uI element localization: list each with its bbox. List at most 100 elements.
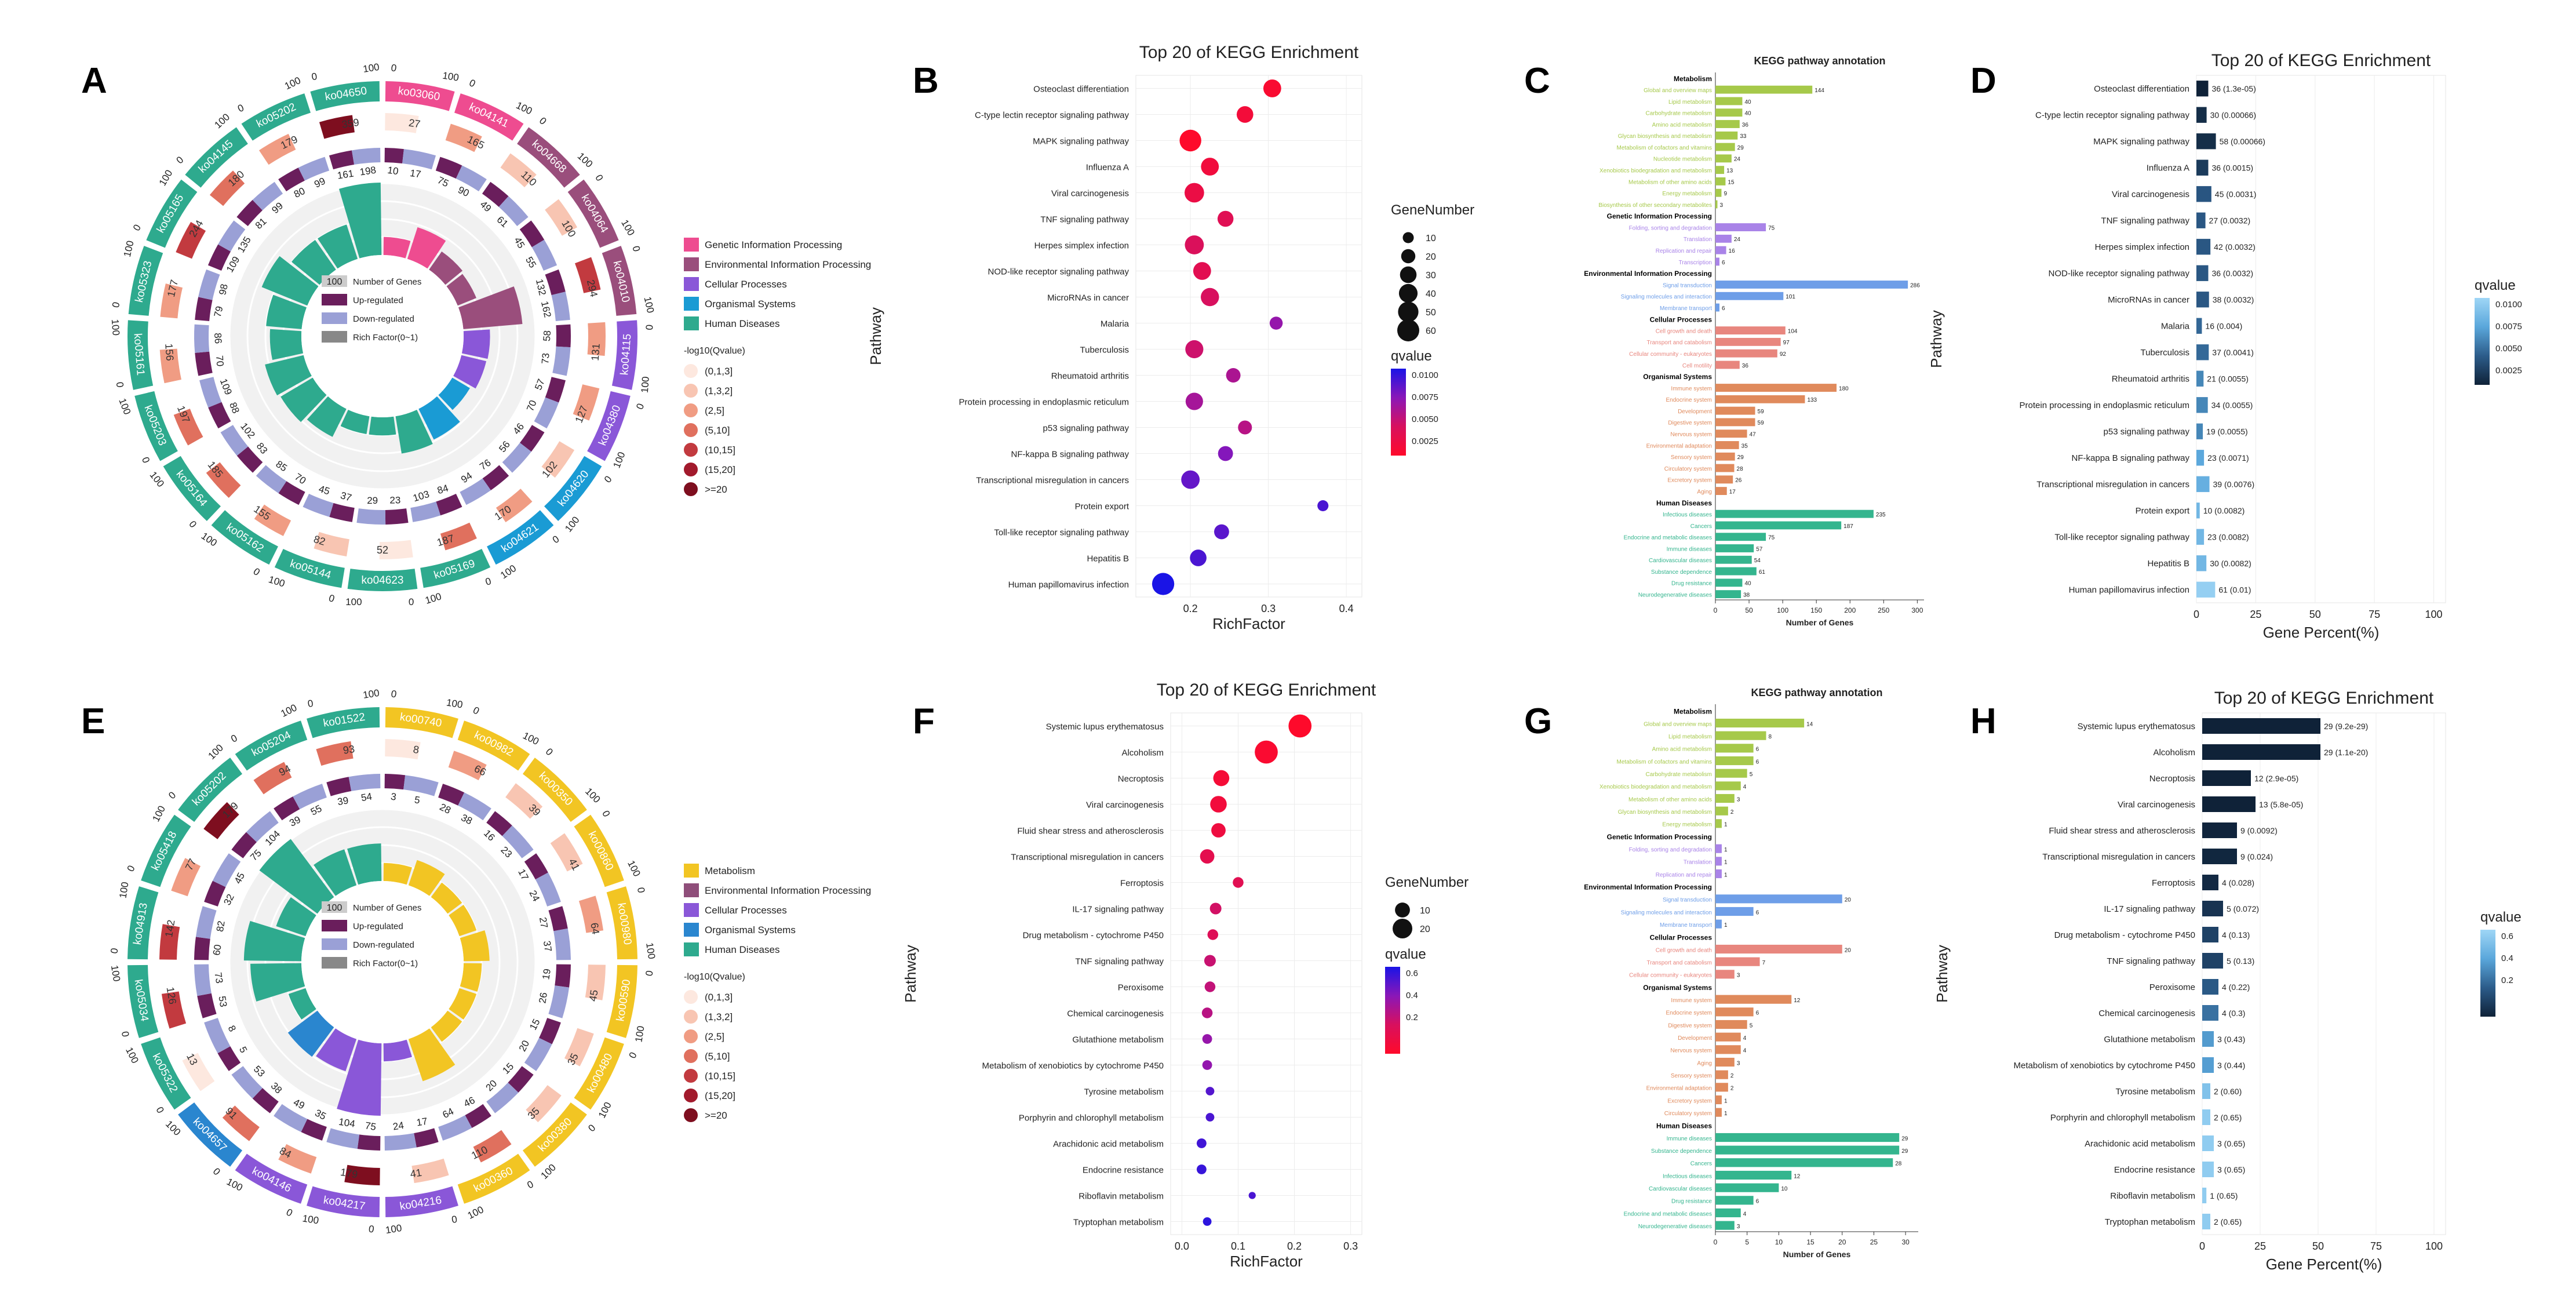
scale-label: 100 xyxy=(575,151,595,170)
gene-number-arc xyxy=(545,199,578,236)
group-heading: Cellular Processes xyxy=(1650,315,1713,323)
scale-label: 100 xyxy=(116,397,133,416)
down-count-label: 55 xyxy=(523,255,538,270)
category-label: Membrane transport xyxy=(1660,922,1712,929)
inner-legend: 100 Number of Genes Up-regulated Down-regul… xyxy=(322,275,421,343)
grid-circle xyxy=(228,808,537,1116)
percent-bar-chart: Top 20 of KEGG Enrichment 0 25 50 75 100 Osteo… xyxy=(1928,51,2522,641)
percent-bar-chart: Top 20 of KEGG Enrichment 0 25 50 75 100 Syste… xyxy=(1933,689,2522,1273)
category-label: Metabolism of other amino acids xyxy=(1628,796,1712,803)
category-band xyxy=(567,179,619,248)
rich-factor-bar xyxy=(369,416,396,436)
down-count-label: 109 xyxy=(218,377,234,396)
down-regulated-arc xyxy=(524,1038,552,1071)
y-tick-label: Rheumatoid arthritis xyxy=(1051,372,1129,381)
size-legend-dot xyxy=(1397,319,1419,341)
up-count-label: 70 xyxy=(214,355,225,367)
scale-label: 100 xyxy=(123,1046,141,1065)
bar xyxy=(1715,120,1740,128)
bar xyxy=(1715,1221,1735,1230)
bar-value-label: 15 xyxy=(1728,179,1735,185)
category-label: Replication and repair xyxy=(1656,248,1713,254)
class-swatch xyxy=(684,942,699,956)
rich-factor-bar xyxy=(418,396,460,440)
down-count-label: 86 xyxy=(212,333,224,344)
bar-value-label: 42 (0.0032) xyxy=(2214,242,2256,252)
scale-label: 100 xyxy=(442,70,460,83)
y-tick-label: Chemical carcinogenesis xyxy=(1067,1009,1164,1019)
qvalue-swatch xyxy=(684,443,698,457)
scale-label: 100 xyxy=(498,563,518,581)
bar-value-label: 133 xyxy=(1807,397,1817,403)
y-tick-label: Riboflavin metabolism xyxy=(1079,1192,1164,1202)
down-regulated-arc xyxy=(403,775,439,796)
scale-label: 0 xyxy=(451,1214,458,1225)
up-count-label: 3 xyxy=(390,791,397,803)
y-tick-label: Tuberculosis xyxy=(2141,348,2189,358)
category-band xyxy=(127,964,159,1038)
bar-value-label: 40 xyxy=(1744,581,1751,587)
y-tick-label: Tyrosine metabolism xyxy=(2115,1087,2195,1097)
down-count-label: 94 xyxy=(459,470,474,485)
scale-label: 100 xyxy=(521,730,541,747)
category-label: Energy metabolism xyxy=(1662,191,1712,197)
bar-value-label: 187 xyxy=(1843,523,1853,530)
y-axis-label: Pathway xyxy=(867,307,884,365)
bar xyxy=(1715,281,1908,289)
scale-label: 100 xyxy=(345,596,362,607)
scale-label: 100 xyxy=(385,1222,403,1236)
bar-value-label: 9 (0.0092) xyxy=(2240,826,2278,835)
qvalue-bin-label: (15,20] xyxy=(705,1090,735,1101)
bar xyxy=(1715,487,1727,495)
gene-number-arc xyxy=(344,1164,380,1185)
y-tick-label: Protein export xyxy=(2136,506,2190,516)
y-tick-label: Fluid shear stress and atherosclerosis xyxy=(1017,827,1164,836)
bar xyxy=(1715,200,1718,209)
data-point xyxy=(1263,79,1281,97)
grid-circle xyxy=(228,182,537,490)
gene-number-arc xyxy=(379,540,413,559)
category-band xyxy=(307,1186,380,1217)
y-tick-label: MAPK signaling pathway xyxy=(2093,137,2189,147)
chart-title: Top 20 of KEGG Enrichment xyxy=(2214,689,2434,708)
class-swatch xyxy=(684,903,699,917)
bar xyxy=(1715,533,1766,541)
bar-value-label: 6 xyxy=(1756,1010,1759,1017)
up-regulated-arc xyxy=(482,181,509,208)
category-band xyxy=(602,246,637,316)
up-count-label: 132 xyxy=(534,278,548,297)
bar-value-label: 6 xyxy=(1756,1199,1759,1205)
category-label: Immune diseases xyxy=(1667,1135,1712,1142)
down-regulated-arc xyxy=(384,1133,417,1151)
gene-number-arc xyxy=(254,504,292,536)
bar-value-label: 104 xyxy=(1788,328,1798,334)
scale-label: 100 xyxy=(212,111,232,130)
bar-value-label: 1 xyxy=(1724,847,1728,853)
scale-label: 0 xyxy=(468,77,478,89)
data-point xyxy=(1201,158,1219,176)
bar xyxy=(2202,718,2320,734)
category-label: ko04623 xyxy=(362,574,404,587)
y-tick-label: Tuberculosis xyxy=(1080,345,1129,355)
bar-value-label: 36 (0.0032) xyxy=(2211,269,2253,278)
gene-number-arc xyxy=(159,924,180,960)
down-count-label: 17 xyxy=(409,168,422,180)
data-point xyxy=(1205,1087,1215,1095)
y-tick-label: NOD-like receptor signaling pathway xyxy=(988,267,1129,277)
up-count-label: 46 xyxy=(511,421,526,436)
category-band xyxy=(544,456,602,521)
down-regulated-arc xyxy=(552,346,571,376)
bar xyxy=(2202,1005,2218,1021)
bar-value-label: 4 (0.22) xyxy=(2222,982,2250,992)
bar-value-label: 8 xyxy=(1769,734,1772,740)
up-regulated-arc xyxy=(278,168,305,192)
bar-value-label: 6 xyxy=(1722,305,1725,312)
color-legend-title: qvalue xyxy=(1391,348,1432,364)
size-legend-dot xyxy=(1393,919,1412,938)
bar-value-label: 6 xyxy=(1756,909,1759,916)
up-regulated-arc xyxy=(385,508,409,525)
y-tick-label: TNF signaling pathway xyxy=(1075,957,1164,967)
size-legend-label: 40 xyxy=(1426,289,1436,299)
category-label: Amino acid metabolism xyxy=(1652,122,1712,128)
up-regulated-arc xyxy=(548,906,568,931)
